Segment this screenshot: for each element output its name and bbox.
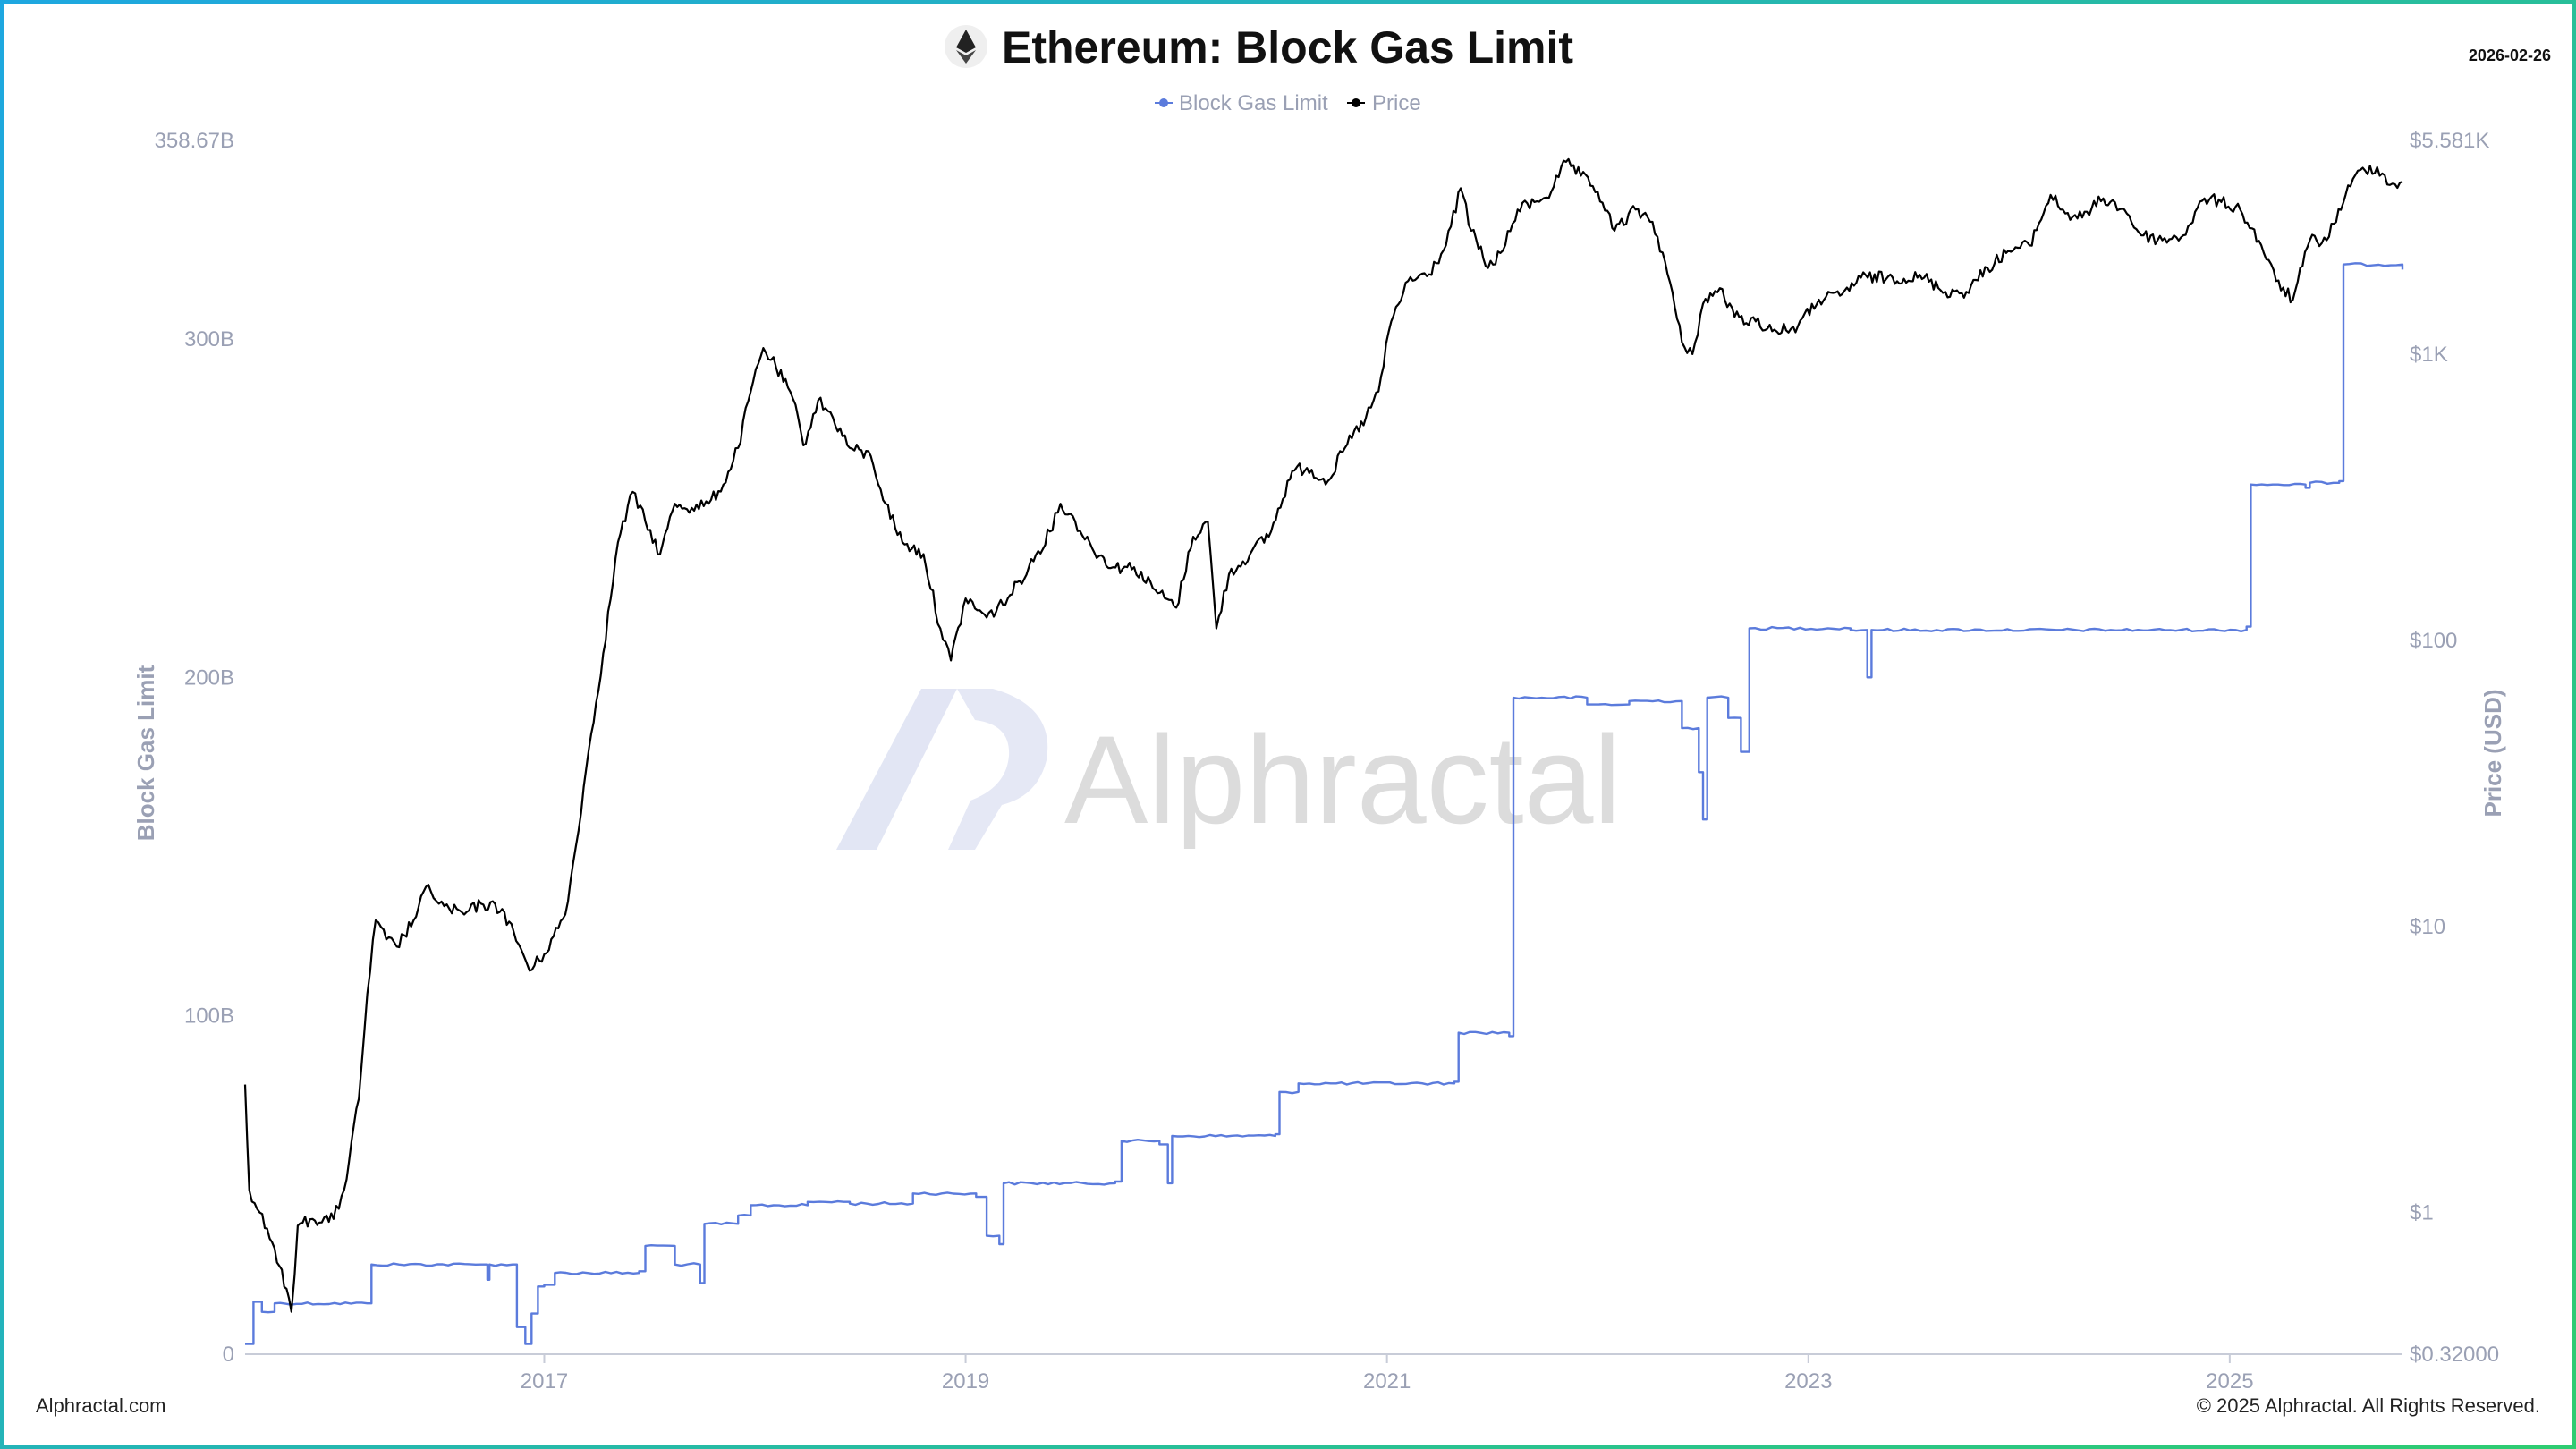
legend-item-gas[interactable]: Block Gas Limit [1155,91,1328,115]
chart-date: 2026-02-26 [2469,47,2551,64]
y-axis-right-title: Price (USD) [2479,689,2506,817]
chart-header: Ethereum: Block Gas Limit 2026-02-26 [945,22,2551,72]
y-left-tick-label: 100B [184,1004,234,1029]
y-left-tick-label: 200B [184,665,234,690]
y-right-tick-label: $0.32000 [2410,1343,2499,1367]
chart-legend: Block Gas Limit Price [1155,91,1421,115]
y-axis-left-title: Block Gas Limit [132,665,159,841]
series-layer [243,157,2404,1345]
x-axis-ticks: 2017 2019 2021 2023 2025 [521,1354,2254,1394]
series-line-price[interactable] [243,157,2403,1313]
y-right-tick-label: $100 [2410,629,2457,653]
y-axis-right-ticks: $0.32000 $1 $10 $100 $1K $5.581K [2410,129,2499,1367]
y-right-tick-label: $1K [2410,343,2448,367]
legend-marker-gas [1159,98,1168,107]
watermark-logo-icon-curve [948,689,1048,850]
x-tick-label: 2025 [2206,1369,2253,1394]
x-tick-label: 2019 [942,1369,989,1394]
chart-title: Ethereum: Block Gas Limit [1002,22,1573,72]
x-tick-label: 2021 [1363,1369,1411,1394]
watermark-text: Alphractal [1064,709,1622,850]
x-tick-label: 2017 [521,1369,568,1394]
series-line-block-gas-limit[interactable] [245,262,2404,1345]
ethereum-icon [945,25,987,68]
watermark-logo-icon [836,689,957,850]
y-axis-left-ticks: 0 100B 200B 300B 358.67B [155,129,234,1367]
footer-site[interactable]: Alphractal.com [36,1394,166,1417]
y-left-tick-label: 0 [223,1343,234,1367]
watermark: Alphractal [836,689,1622,850]
y-right-tick-label: $1 [2410,1201,2434,1225]
y-left-tick-label: 358.67B [155,129,234,153]
legend-item-price[interactable]: Price [1347,91,1421,115]
y-right-tick-label: $10 [2410,915,2445,939]
y-left-tick-label: 300B [184,327,234,352]
y-right-tick-label: $5.581K [2410,129,2489,153]
footer-copyright: © 2025 Alphractal. All Rights Reserved. [2197,1394,2540,1417]
legend-label-gas: Block Gas Limit [1179,91,1328,115]
x-tick-label: 2023 [1784,1369,1832,1394]
legend-label-price: Price [1372,91,1421,115]
legend-marker-price [1352,98,1360,107]
